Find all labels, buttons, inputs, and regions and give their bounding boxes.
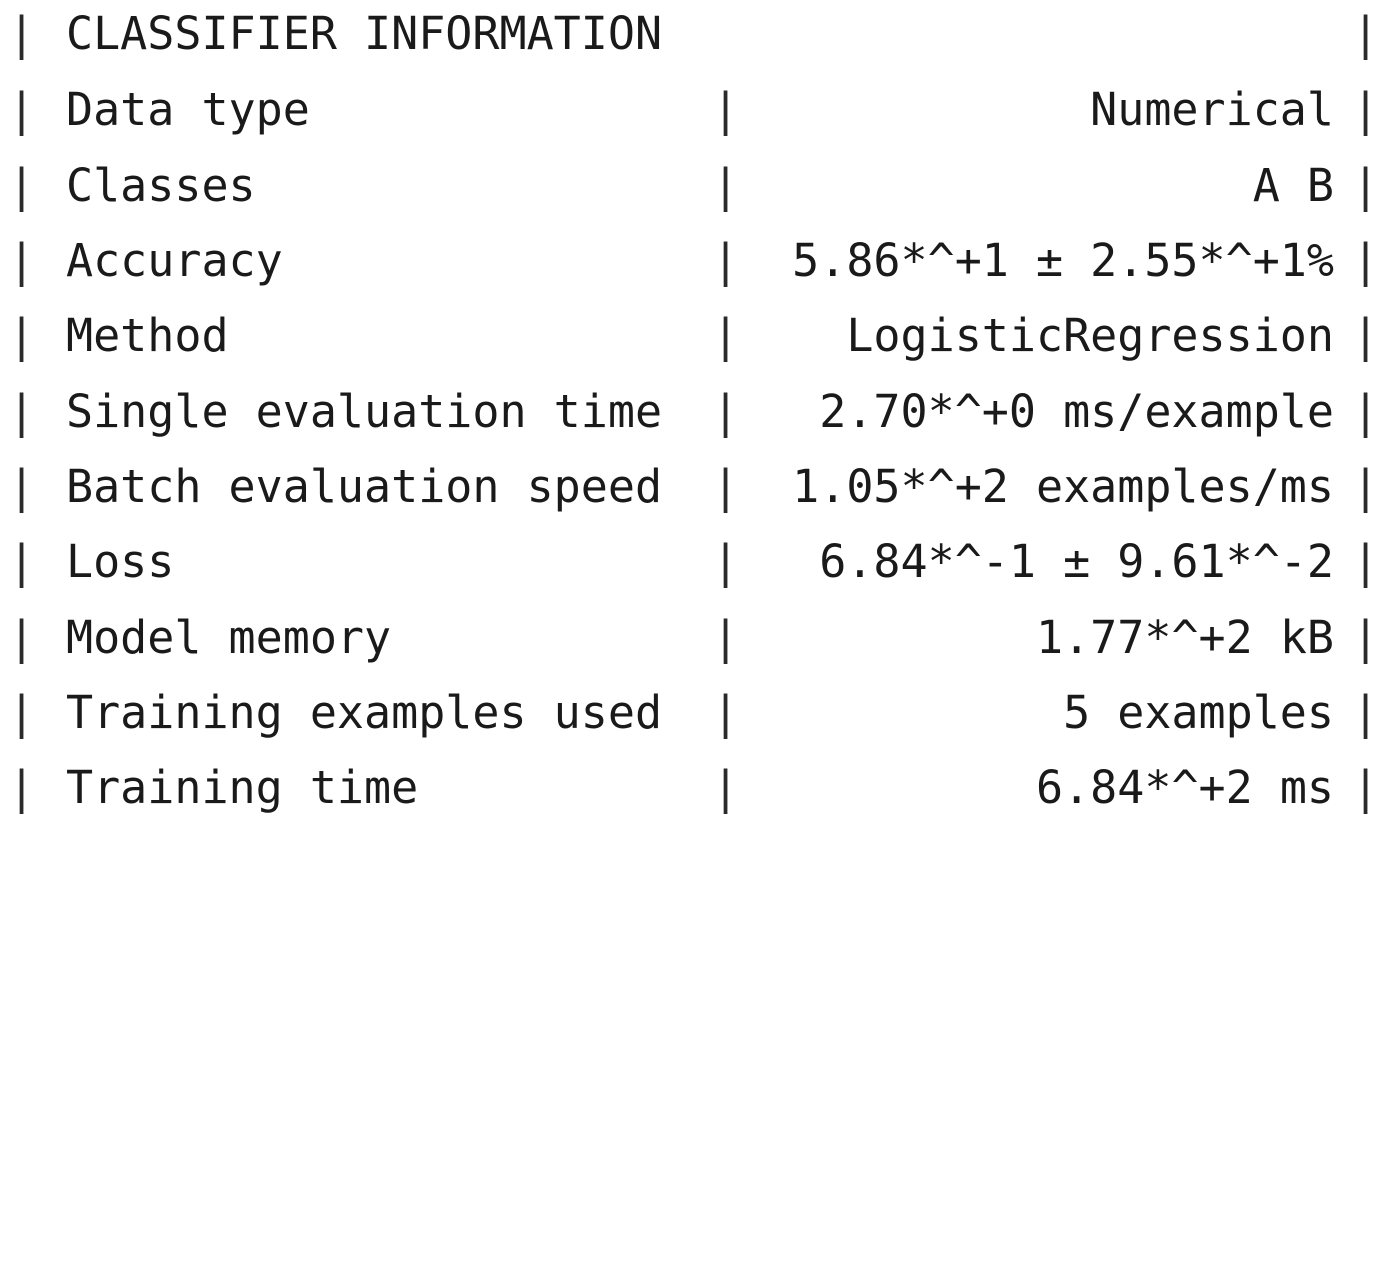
row-value: LogisticRegression [846,309,1334,362]
row-value: Numerical [1090,83,1334,136]
column-divider: | [1352,460,1380,513]
row-label: Accuracy [66,234,283,287]
table-row-method: | Method | LogisticRegression | [0,298,1400,374]
column-divider: | [1352,234,1380,287]
column-divider: | [712,83,740,136]
row-label: Batch evaluation speed [66,460,663,513]
table-row-training-time: | Training time | 6.84*^+2 ms | [0,750,1400,826]
classifier-information-panel: | CLASSIFIER INFORMATION | | Data type |… [0,0,1400,826]
column-divider: | [712,611,740,664]
panel-title: CLASSIFIER INFORMATION [66,7,663,60]
column-divider: | [8,761,36,814]
column-divider: | [8,83,36,136]
column-divider: | [712,309,740,362]
row-label: Classes [66,159,256,212]
column-divider: | [1352,83,1380,136]
column-divider: | [8,460,36,513]
row-value: 6.84*^-1 ± 9.61*^-2 [819,535,1334,588]
table-row-batch-evaluation-speed: | Batch evaluation speed | 1.05*^+2 exam… [0,449,1400,525]
column-divider: | [712,460,740,513]
row-label: Training examples used [66,686,663,739]
column-divider: | [8,611,36,664]
column-divider: | [8,234,36,287]
column-divider: | [1352,385,1380,438]
row-label: Training time [66,761,419,814]
header-row: | CLASSIFIER INFORMATION | [0,0,1400,72]
column-divider: | [712,159,740,212]
column-divider: | [1352,159,1380,212]
row-value: A B [1252,159,1334,212]
column-divider: | [8,385,36,438]
table-row-data-type: | Data type | Numerical | [0,72,1400,148]
row-label: Single evaluation time [66,385,663,438]
table-row-training-examples-used: | Training examples used | 5 examples | [0,675,1400,751]
column-divider: | [712,234,740,287]
column-divider: | [1352,309,1380,362]
row-value: 1.05*^+2 examples/ms [792,460,1334,513]
column-divider: | [712,686,740,739]
table-row-accuracy: | Accuracy | 5.86*^+1 ± 2.55*^+1% | [0,223,1400,299]
row-value: 5 examples [1063,686,1334,739]
column-divider: | [712,761,740,814]
column-divider: | [8,535,36,588]
row-label: Loss [66,535,175,588]
row-value: 6.84*^+2 ms [1035,761,1334,814]
row-label: Model memory [66,611,392,664]
column-divider: | [712,385,740,438]
column-divider: | [8,159,36,212]
column-divider: | [1352,611,1380,664]
table-row-loss: | Loss | 6.84*^-1 ± 9.61*^-2 | [0,524,1400,600]
column-divider: | [8,309,36,362]
column-divider: | [1352,7,1380,60]
table-row-model-memory: | Model memory | 1.77*^+2 kB | [0,600,1400,676]
column-divider: | [712,535,740,588]
column-divider: | [1352,761,1380,814]
table-row-single-evaluation-time: | Single evaluation time | 2.70*^+0 ms/e… [0,374,1400,450]
row-value: 5.86*^+1 ± 2.55*^+1% [792,234,1334,287]
row-label: Data type [66,83,310,136]
column-divider: | [8,7,36,60]
column-divider: | [1352,686,1380,739]
row-value: 2.70*^+0 ms/example [819,385,1334,438]
row-value: 1.77*^+2 kB [1035,611,1334,664]
column-divider: | [8,686,36,739]
column-divider: | [1352,535,1380,588]
table-row-classes: | Classes | A B | [0,148,1400,224]
row-label: Method [66,309,229,362]
